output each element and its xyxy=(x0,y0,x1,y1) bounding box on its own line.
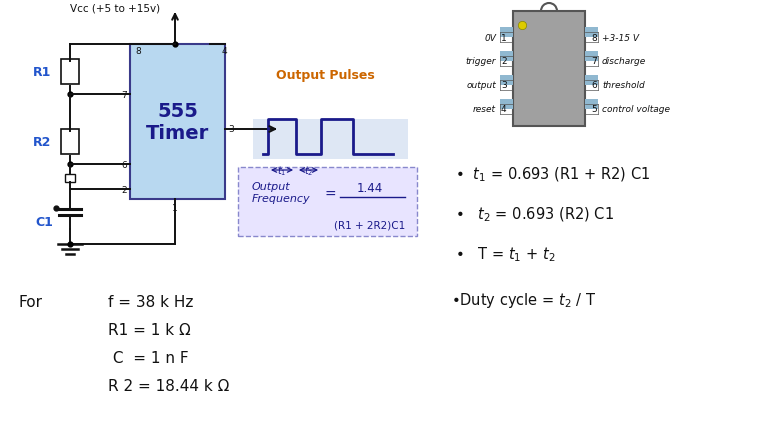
Text: 3: 3 xyxy=(501,81,507,90)
Text: 0V: 0V xyxy=(484,33,496,42)
Text: 1.44: 1.44 xyxy=(356,182,383,194)
Text: 8: 8 xyxy=(591,33,597,42)
Text: •Duty cycle = $t_2$ / T: •Duty cycle = $t_2$ / T xyxy=(451,290,597,309)
Bar xyxy=(585,52,598,62)
Text: output: output xyxy=(467,81,496,90)
Bar xyxy=(585,76,598,86)
Text: For: For xyxy=(18,294,42,309)
Text: 6: 6 xyxy=(591,81,597,90)
Text: f = 38 k Hz: f = 38 k Hz xyxy=(108,294,194,309)
Text: R2: R2 xyxy=(33,136,51,149)
Bar xyxy=(500,100,513,110)
Text: 555
Timer: 555 Timer xyxy=(146,102,209,143)
Text: R 2 = 18.44 k Ω: R 2 = 18.44 k Ω xyxy=(108,378,229,393)
Text: 1: 1 xyxy=(172,204,178,212)
Bar xyxy=(61,130,79,155)
Text: •  $t_1$ = 0.693 (R1 + R2) C1: • $t_1$ = 0.693 (R1 + R2) C1 xyxy=(455,166,650,184)
Text: control voltage: control voltage xyxy=(602,105,670,114)
Bar xyxy=(61,60,79,85)
Text: 4: 4 xyxy=(501,105,507,114)
Text: $t_1$: $t_1$ xyxy=(277,164,287,177)
Text: threshold: threshold xyxy=(602,81,645,90)
Bar xyxy=(253,120,408,159)
Text: trigger: trigger xyxy=(466,57,496,66)
FancyBboxPatch shape xyxy=(238,168,417,237)
Text: 5: 5 xyxy=(591,105,597,114)
Text: discharge: discharge xyxy=(602,57,646,66)
Text: 3: 3 xyxy=(228,125,234,134)
Text: Output Pulses: Output Pulses xyxy=(276,68,375,81)
Text: C1: C1 xyxy=(35,216,53,229)
Text: reset: reset xyxy=(473,105,496,114)
Text: =: = xyxy=(324,187,336,201)
Text: (R1 + 2R2)C1: (R1 + 2R2)C1 xyxy=(334,219,405,230)
Text: $t_2$: $t_2$ xyxy=(304,164,313,177)
Text: 1: 1 xyxy=(501,33,507,42)
Text: 2: 2 xyxy=(122,186,127,194)
Text: •   T = $t_1$ + $t_2$: • T = $t_1$ + $t_2$ xyxy=(455,245,556,264)
Text: C  = 1 n F: C = 1 n F xyxy=(108,350,188,365)
Text: 6: 6 xyxy=(121,161,127,170)
Bar xyxy=(500,52,513,62)
Bar xyxy=(130,45,225,200)
Bar xyxy=(65,175,75,183)
Bar xyxy=(585,100,598,110)
Text: 2: 2 xyxy=(501,57,507,66)
Text: •   $t_2$ = 0.693 (R2) C1: • $t_2$ = 0.693 (R2) C1 xyxy=(455,205,614,224)
Text: Output
Frequency: Output Frequency xyxy=(252,182,311,203)
Text: 7: 7 xyxy=(121,91,127,100)
Text: 8: 8 xyxy=(135,47,141,56)
Text: Vcc (+5 to +15v): Vcc (+5 to +15v) xyxy=(70,3,160,13)
Text: +3-15 V: +3-15 V xyxy=(602,33,639,42)
Text: R1 = 1 k Ω: R1 = 1 k Ω xyxy=(108,322,191,337)
Bar xyxy=(500,76,513,86)
Bar xyxy=(585,28,598,38)
Text: R1: R1 xyxy=(33,66,51,79)
Text: 4: 4 xyxy=(222,47,228,56)
Bar xyxy=(500,28,513,38)
Bar xyxy=(513,12,585,127)
Text: 7: 7 xyxy=(591,57,597,66)
